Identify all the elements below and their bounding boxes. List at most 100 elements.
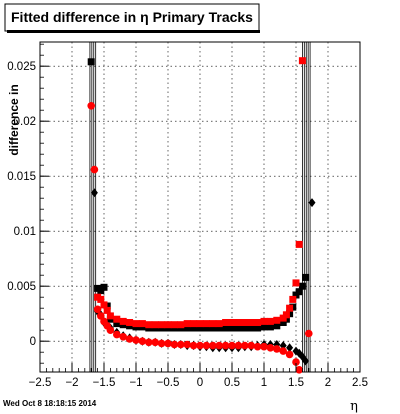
- y-axis-label: difference in: [7, 84, 21, 155]
- data-point: [302, 356, 310, 366]
- data-point: [158, 321, 166, 329]
- data-point: [90, 165, 99, 174]
- data-point: [295, 288, 303, 296]
- data-point: [164, 321, 172, 329]
- data-point: [241, 324, 249, 332]
- data-point: [93, 305, 102, 314]
- data-point: [266, 323, 274, 331]
- data-point: [222, 324, 230, 332]
- data-point: [183, 324, 191, 332]
- data-point: [260, 317, 268, 325]
- data-point: [228, 319, 236, 326]
- y-tick-label: 0.01: [14, 226, 36, 238]
- data-point: [100, 283, 108, 291]
- data-point: [145, 338, 153, 347]
- data-point: [132, 336, 140, 344]
- data-point: [170, 321, 178, 329]
- data-point: [215, 341, 223, 350]
- data-point: [119, 333, 127, 341]
- y-tick-label: 0: [30, 336, 36, 348]
- data-point: [286, 343, 294, 353]
- data-point: [87, 102, 95, 110]
- series-group: [94, 57, 306, 329]
- data-point: [189, 341, 198, 350]
- data-point: [106, 326, 115, 335]
- data-point: [253, 342, 262, 351]
- data-point: [247, 341, 255, 350]
- x-tick-label: −1: [129, 377, 142, 389]
- data-point: [125, 335, 134, 343]
- data-point: [138, 337, 147, 346]
- x-tick-label: −0.5: [157, 377, 180, 389]
- data-point: [254, 319, 262, 326]
- y-tick-label: 0.025: [7, 61, 36, 73]
- data-point: [298, 57, 306, 65]
- series-layer: [87, 57, 316, 374]
- data-point: [113, 315, 121, 323]
- data-point: [196, 320, 204, 328]
- x-tick-label: 1: [261, 377, 267, 389]
- data-point: [183, 320, 191, 328]
- data-point: [254, 324, 262, 332]
- data-point: [151, 321, 159, 329]
- data-point: [234, 324, 242, 332]
- data-point: [183, 340, 191, 349]
- data-point: [90, 188, 98, 198]
- data-point: [234, 341, 243, 350]
- y-tick-label: 0.02: [14, 116, 36, 128]
- data-point: [87, 58, 95, 66]
- data-point: [266, 344, 275, 352]
- data-point: [113, 330, 121, 339]
- data-point: [241, 319, 249, 326]
- data-point: [247, 324, 255, 332]
- data-point: [202, 324, 210, 332]
- data-point: [113, 320, 121, 328]
- data-point: [298, 282, 306, 290]
- data-point: [106, 312, 114, 320]
- series-group: [87, 102, 313, 374]
- data-point: [222, 319, 230, 326]
- x-axis-label: η: [350, 399, 358, 414]
- x-tick-label: −2: [65, 377, 78, 389]
- y-axis: 0 0.005 0.01 0.015 0.02 0.025: [7, 43, 49, 364]
- data-point: [273, 316, 281, 324]
- data-point: [97, 295, 105, 303]
- x-axis: −2.5 −2 −1.5 −1 −0.5 0 0.5 1 1.5 2 2.5: [29, 363, 368, 389]
- data-point: [241, 341, 249, 350]
- data-point: [103, 306, 111, 314]
- data-point: [266, 317, 274, 325]
- data-point: [151, 338, 159, 347]
- data-point: [164, 339, 172, 348]
- data-point: [234, 319, 242, 326]
- data-point: [302, 273, 310, 281]
- data-point: [196, 324, 204, 332]
- data-point: [228, 324, 236, 332]
- data-point: [228, 341, 236, 350]
- data-point: [100, 301, 108, 309]
- data-point: [286, 304, 294, 312]
- x-tick-label: −2.5: [29, 377, 52, 389]
- data-point: [260, 342, 268, 351]
- title-box: [4, 3, 260, 32]
- title-box-shadow: [7, 30, 260, 33]
- timestamp-footer: Wed Oct 8 18:18:15 2014: [3, 399, 97, 408]
- data-point: [119, 317, 127, 325]
- data-point: [202, 320, 210, 328]
- x-tick-label: 0.5: [224, 377, 240, 389]
- data-point: [295, 240, 303, 248]
- data-point: [190, 320, 198, 328]
- y-tick-label: 0.005: [7, 281, 36, 293]
- data-point: [247, 319, 255, 326]
- data-point: [209, 324, 217, 332]
- data-point: [215, 320, 223, 328]
- data-point: [196, 341, 204, 350]
- data-point: [260, 323, 268, 331]
- x-tick-label: 1.5: [288, 377, 304, 389]
- data-point: [97, 312, 105, 320]
- data-point: [145, 321, 153, 329]
- data-point: [177, 321, 185, 329]
- data-point: [273, 322, 281, 330]
- data-point: [202, 341, 211, 350]
- x-tick-label: 2.5: [352, 377, 368, 389]
- data-point: [279, 347, 288, 355]
